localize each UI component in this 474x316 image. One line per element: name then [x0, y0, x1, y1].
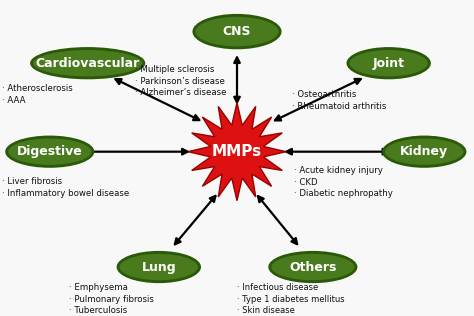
Text: Lung: Lung [141, 260, 176, 274]
Text: · Acute kidney injury
· CKD
· Diabetic nephropathy: · Acute kidney injury · CKD · Diabetic n… [294, 166, 393, 198]
Ellipse shape [192, 14, 282, 49]
Ellipse shape [32, 49, 143, 77]
Text: · Multiple sclerosis
· Parkinson’s disease
· Alzheimer’s disease: · Multiple sclerosis · Parkinson’s disea… [135, 65, 227, 97]
Ellipse shape [7, 137, 92, 166]
Ellipse shape [194, 16, 280, 47]
Ellipse shape [5, 136, 94, 168]
Ellipse shape [348, 49, 429, 77]
Polygon shape [188, 103, 286, 201]
Text: CNS: CNS [223, 25, 251, 38]
Text: · Infectious disease
· Type 1 diabetes mellitus
· Skin disease
· Ophthalmopathy
: · Infectious disease · Type 1 diabetes m… [237, 283, 345, 316]
Ellipse shape [270, 253, 356, 281]
Text: Joint: Joint [373, 57, 405, 70]
FancyArrowPatch shape [86, 149, 188, 155]
FancyArrowPatch shape [286, 149, 388, 155]
Ellipse shape [346, 47, 431, 79]
Text: · Emphysema
· Pulmonary fibrosis
· Tuberculosis: · Emphysema · Pulmonary fibrosis · Tuber… [69, 283, 154, 315]
FancyArrowPatch shape [275, 79, 361, 120]
FancyArrowPatch shape [175, 196, 216, 244]
Text: MMPs: MMPs [212, 144, 262, 159]
FancyArrowPatch shape [258, 196, 297, 244]
Text: Kidney: Kidney [400, 145, 448, 158]
Ellipse shape [382, 136, 466, 168]
Ellipse shape [117, 251, 201, 283]
FancyArrowPatch shape [234, 58, 240, 102]
Text: · Atherosclerosis
· AAA: · Atherosclerosis · AAA [2, 84, 73, 105]
Text: Digestive: Digestive [17, 145, 82, 158]
Text: Cardiovascular: Cardiovascular [36, 57, 140, 70]
Text: · Liver fibrosis
· Inflammatory bowel disease: · Liver fibrosis · Inflammatory bowel di… [2, 177, 129, 198]
Ellipse shape [268, 251, 357, 283]
Ellipse shape [118, 253, 199, 281]
Ellipse shape [30, 47, 145, 79]
Ellipse shape [384, 137, 465, 166]
FancyArrowPatch shape [116, 79, 200, 120]
Text: Others: Others [289, 260, 337, 274]
Text: · Osteoarthritis
· Rheumatoid arthritis: · Osteoarthritis · Rheumatoid arthritis [292, 90, 386, 111]
